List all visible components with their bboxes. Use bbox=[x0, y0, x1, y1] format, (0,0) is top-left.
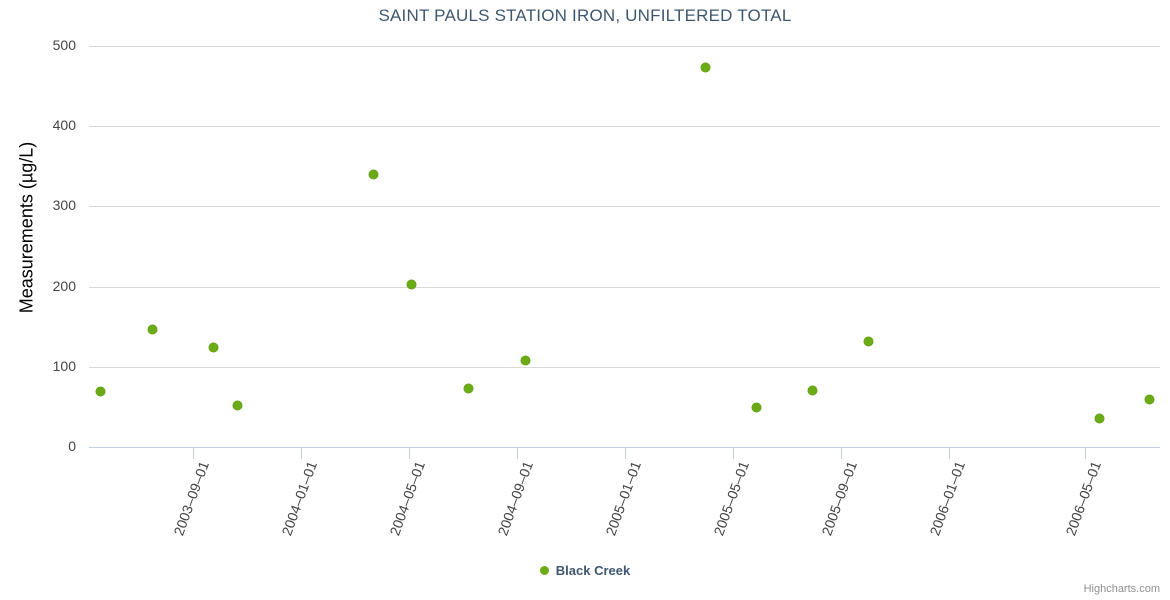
y-axis-tick-label: 100 bbox=[52, 357, 76, 374]
chart-legend: Black Creek bbox=[0, 563, 1170, 578]
y-axis-tick-label: 500 bbox=[52, 37, 76, 53]
x-axis-line bbox=[89, 447, 1160, 448]
x-axis-tick bbox=[949, 448, 950, 459]
data-point[interactable] bbox=[1094, 413, 1104, 423]
legend-item-label: Black Creek bbox=[555, 563, 631, 578]
highcharts-credits[interactable]: Highcharts.com bbox=[1083, 583, 1160, 595]
data-point[interactable] bbox=[863, 337, 873, 347]
x-axis-tick bbox=[841, 448, 842, 459]
x-axis-tick bbox=[1085, 448, 1086, 459]
y-gridline bbox=[89, 206, 1160, 208]
data-point[interactable] bbox=[700, 63, 710, 73]
x-axis-tick bbox=[517, 448, 518, 459]
data-point[interactable] bbox=[463, 383, 473, 393]
x-axis-tick bbox=[301, 448, 302, 459]
data-point[interactable] bbox=[406, 279, 416, 289]
data-point[interactable] bbox=[368, 169, 378, 179]
x-axis-tick-label: 2005–09–01 bbox=[818, 459, 861, 538]
x-axis-tick-label: 2004–09–01 bbox=[494, 459, 537, 538]
data-point[interactable] bbox=[520, 355, 530, 365]
x-axis-tick bbox=[733, 448, 734, 459]
chart-title: SAINT PAULS STATION IRON, UNFILTERED TOT… bbox=[378, 6, 792, 25]
x-axis-tick-label: 2006–01–01 bbox=[926, 459, 969, 538]
x-axis-tick bbox=[409, 448, 410, 459]
y-gridline bbox=[89, 366, 1160, 368]
legend-item[interactable]: Black Creek bbox=[539, 563, 631, 578]
data-point[interactable] bbox=[95, 387, 105, 397]
data-point[interactable] bbox=[1144, 395, 1154, 405]
y-axis-tick-label: 200 bbox=[52, 277, 76, 294]
y-gridline bbox=[89, 46, 1160, 47]
x-axis-tick-label: 2006–05–01 bbox=[1062, 459, 1105, 538]
data-point[interactable] bbox=[232, 400, 242, 410]
legend-marker-icon bbox=[539, 566, 549, 575]
x-axis-tick bbox=[193, 448, 194, 459]
plot-area bbox=[89, 46, 1160, 448]
data-point[interactable] bbox=[751, 403, 761, 413]
x-axis-tick-label: 2005–05–01 bbox=[710, 459, 753, 538]
y-gridline bbox=[89, 126, 1160, 128]
x-axis-tick-label: 2004–05–01 bbox=[386, 459, 429, 538]
x-axis-tick bbox=[625, 448, 626, 459]
data-point[interactable] bbox=[807, 385, 817, 395]
x-axis-tick-label: 2005–01–01 bbox=[602, 459, 645, 538]
y-axis-title: Measurements (µg/L) bbox=[16, 141, 37, 314]
x-axis-tick-label: 2003–09–01 bbox=[170, 459, 213, 538]
data-point[interactable] bbox=[208, 343, 218, 353]
y-gridline bbox=[89, 286, 1160, 288]
y-axis-tick-label: 0 bbox=[68, 438, 76, 454]
y-axis-tick-label: 300 bbox=[52, 197, 76, 214]
data-point[interactable] bbox=[147, 324, 157, 334]
x-axis-tick-label: 2004–01–01 bbox=[278, 459, 321, 538]
y-axis-tick-label: 400 bbox=[52, 117, 76, 134]
